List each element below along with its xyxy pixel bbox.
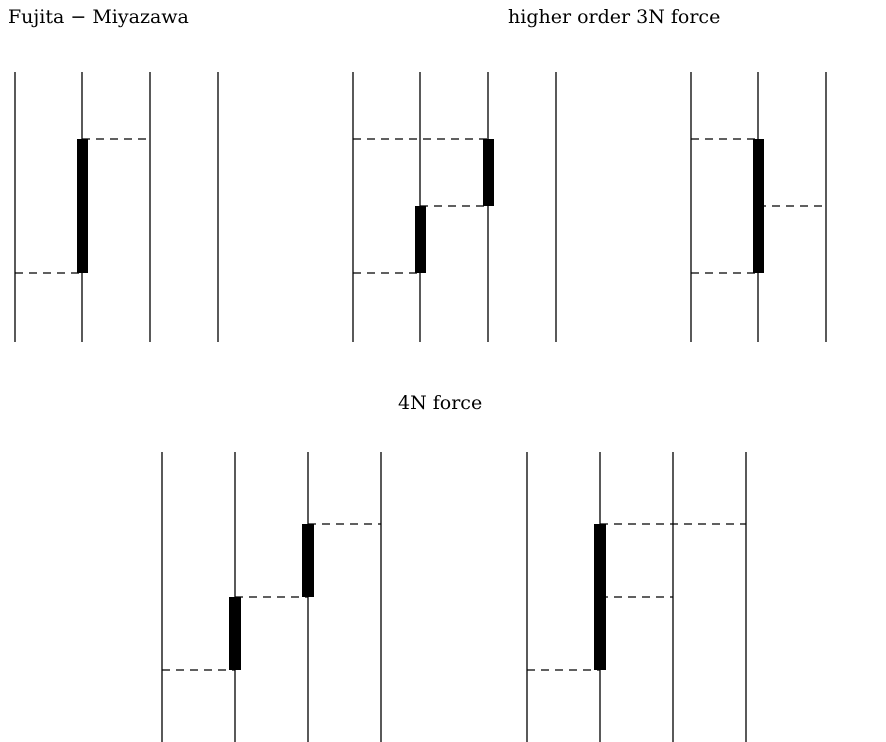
nucleon-lines [352, 72, 557, 342]
four-n-force-label: 4N force [398, 392, 483, 414]
diagram-4n-long-bar [526, 452, 747, 742]
meson-exchanges [15, 138, 150, 274]
nucleon-lines [14, 72, 219, 342]
delta-excitation-bar [415, 206, 426, 273]
meson-exchanges [162, 523, 381, 671]
nucleon-lines [161, 452, 382, 742]
diagram-4n-staircase [161, 452, 382, 742]
meson-exchanges [691, 138, 826, 274]
delta-excitation-bar [483, 139, 494, 206]
meson-exchanges [527, 523, 746, 671]
higher-order-3n-force-label: higher order 3N force [508, 6, 721, 28]
diagram-3n-staircase [352, 72, 557, 342]
fujita-miyazawa-label: Fujita − Miyazawa [8, 6, 189, 28]
diagram-3n-long-bar [690, 72, 827, 342]
delta-excitation-bar [302, 524, 314, 597]
diagram-fujita-miyazawa [14, 72, 219, 342]
nucleon-lines [526, 452, 747, 742]
delta-excitation-bar [229, 597, 241, 670]
delta-excitation-bar [594, 524, 606, 670]
delta-excitation-bar [77, 139, 88, 273]
meson-exchanges [353, 138, 488, 274]
delta-excitation-bar [753, 139, 764, 273]
